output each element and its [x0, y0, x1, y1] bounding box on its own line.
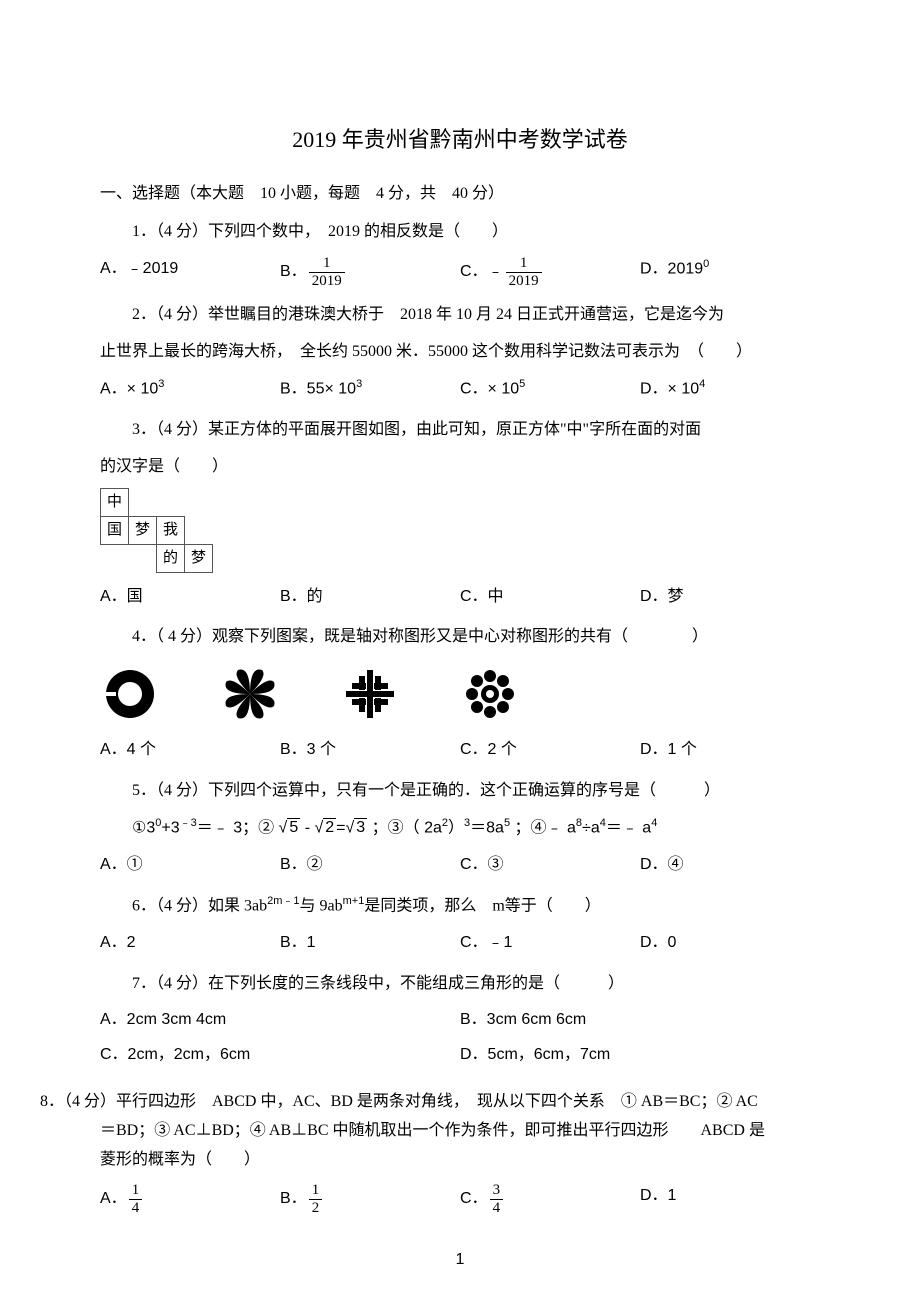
- fig4-flower-icon: [460, 664, 520, 724]
- q3-D: D．梦: [640, 583, 820, 612]
- q1-C: C．﹣12019: [460, 255, 640, 289]
- q3-B: B．的: [280, 583, 460, 612]
- q5-C: C．③: [460, 851, 640, 880]
- q4-B: B．3 个: [280, 736, 460, 765]
- q6-text: 6．（4 分）如果 3ab2m﹣1与 9abm+1是同类项，那么 m等于（ ）: [100, 892, 820, 921]
- q1-options: A．﹣2019 B．12019 C．﹣12019 D．20190: [100, 255, 820, 289]
- section-header: 一、选择题（本大题 10 小题，每题 4 分，共 40 分）: [100, 180, 820, 209]
- q7-D: D．5cm，6cm，7cm: [460, 1041, 820, 1070]
- q2-C: C．× 105: [460, 375, 640, 404]
- q7-C: C．2cm，2cm，6cm: [100, 1041, 460, 1070]
- q8-line1: 8．（4 分）平行四边形 ABCD 中，AC、BD 是两条对角线， 现从以下四个…: [40, 1088, 820, 1117]
- q3-line1: 3．（4 分）某正方体的平面展开图如图，由此可知，原正方体"中"字所在面的对面: [100, 416, 820, 445]
- q5-D: D．④: [640, 851, 820, 880]
- q2-D: D．× 104: [640, 375, 820, 404]
- q2-options: A．× 103 B．55× 103 C．× 105 D．× 104: [100, 375, 820, 404]
- q2-line2: 止世界上最长的跨海大桥， 全长约 55000 米．55000 这个数用科学记数法…: [100, 338, 820, 367]
- q3-C: C．中: [460, 583, 640, 612]
- q3-line2: 的汉字是（ ）: [100, 453, 820, 482]
- q2-line1: 2．（4 分）举世瞩目的港珠澳大桥于 2018 年 10 月 24 日正式开通营…: [100, 301, 820, 330]
- q8-B: B．12: [280, 1182, 460, 1216]
- q5-text: 5．（4 分）下列四个运算中，只有一个是正确的．这个正确运算的序号是（ ）: [100, 777, 820, 806]
- q2-B: B．55× 103: [280, 375, 460, 404]
- q5-A: A．①: [100, 851, 280, 880]
- fig1-ring-icon: [100, 664, 160, 724]
- q5-expr: ①30+3﹣3＝﹣ 3；② √5 - √2=√3 ；③（ 2a2）3＝8a5 ；…: [100, 814, 820, 843]
- q6-D: D．0: [640, 929, 820, 958]
- q1-B: B．12019: [280, 255, 460, 289]
- q5-B: B．②: [280, 851, 460, 880]
- q4-A: A．4 个: [100, 736, 280, 765]
- q7-B: B．3cm 6cm 6cm: [460, 1006, 820, 1035]
- q1-D: D．20190: [640, 255, 820, 289]
- q8-line2: ＝BD；③ AC⊥BD；④ AB⊥BC 中随机取出一个作为条件，即可推出平行四边…: [40, 1117, 820, 1146]
- page-title: 2019 年贵州省黔南州中考数学试卷: [100, 120, 820, 160]
- q8-C: C．34: [460, 1182, 640, 1216]
- q1-text: 1．（4 分）下列四个数中， 2019 的相反数是（ ）: [100, 218, 820, 247]
- q4-figures: [100, 664, 820, 724]
- q2-A: A．× 103: [100, 375, 280, 404]
- q3-options: A．国 B．的 C．中 D．梦: [100, 583, 820, 612]
- q8-options: A．14 B．12 C．34 D．1: [40, 1182, 820, 1216]
- cube-net: 中 国梦我 的梦: [100, 488, 213, 573]
- q8-line3: 菱形的概率为（ ）: [40, 1146, 820, 1175]
- q7-text: 7．（4 分）在下列长度的三条线段中，不能组成三角形的是（ ）: [100, 970, 820, 999]
- q4-options: A．4 个 B．3 个 C．2 个 D．1 个: [100, 736, 820, 765]
- q8-A: A．14: [100, 1182, 280, 1216]
- q7-options: A．2cm 3cm 4cm B．3cm 6cm 6cm C．2cm，2cm，6c…: [100, 1006, 820, 1076]
- q3-A: A．国: [100, 583, 280, 612]
- q5-options: A．① B．② C．③ D．④: [100, 851, 820, 880]
- fig3-cross-icon: [340, 664, 400, 724]
- fig2-clover-icon: [220, 664, 280, 724]
- q7-A: A．2cm 3cm 4cm: [100, 1006, 460, 1035]
- q6-options: A．2 B．1 C．﹣1 D．0: [100, 929, 820, 958]
- page-number: 1: [100, 1246, 820, 1275]
- q6-B: B．1: [280, 929, 460, 958]
- q4-C: C．2 个: [460, 736, 640, 765]
- q4-D: D．1 个: [640, 736, 820, 765]
- q6-A: A．2: [100, 929, 280, 958]
- q8-block: 8．（4 分）平行四边形 ABCD 中，AC、BD 是两条对角线， 现从以下四个…: [40, 1088, 820, 1216]
- q6-C: C．﹣1: [460, 929, 640, 958]
- q1-A: A．﹣2019: [100, 255, 280, 289]
- q4-text: 4．（ 4 分）观察下列图案，既是轴对称图形又是中心对称图形的共有（ ）: [100, 623, 820, 652]
- q8-D: D．1: [640, 1182, 820, 1216]
